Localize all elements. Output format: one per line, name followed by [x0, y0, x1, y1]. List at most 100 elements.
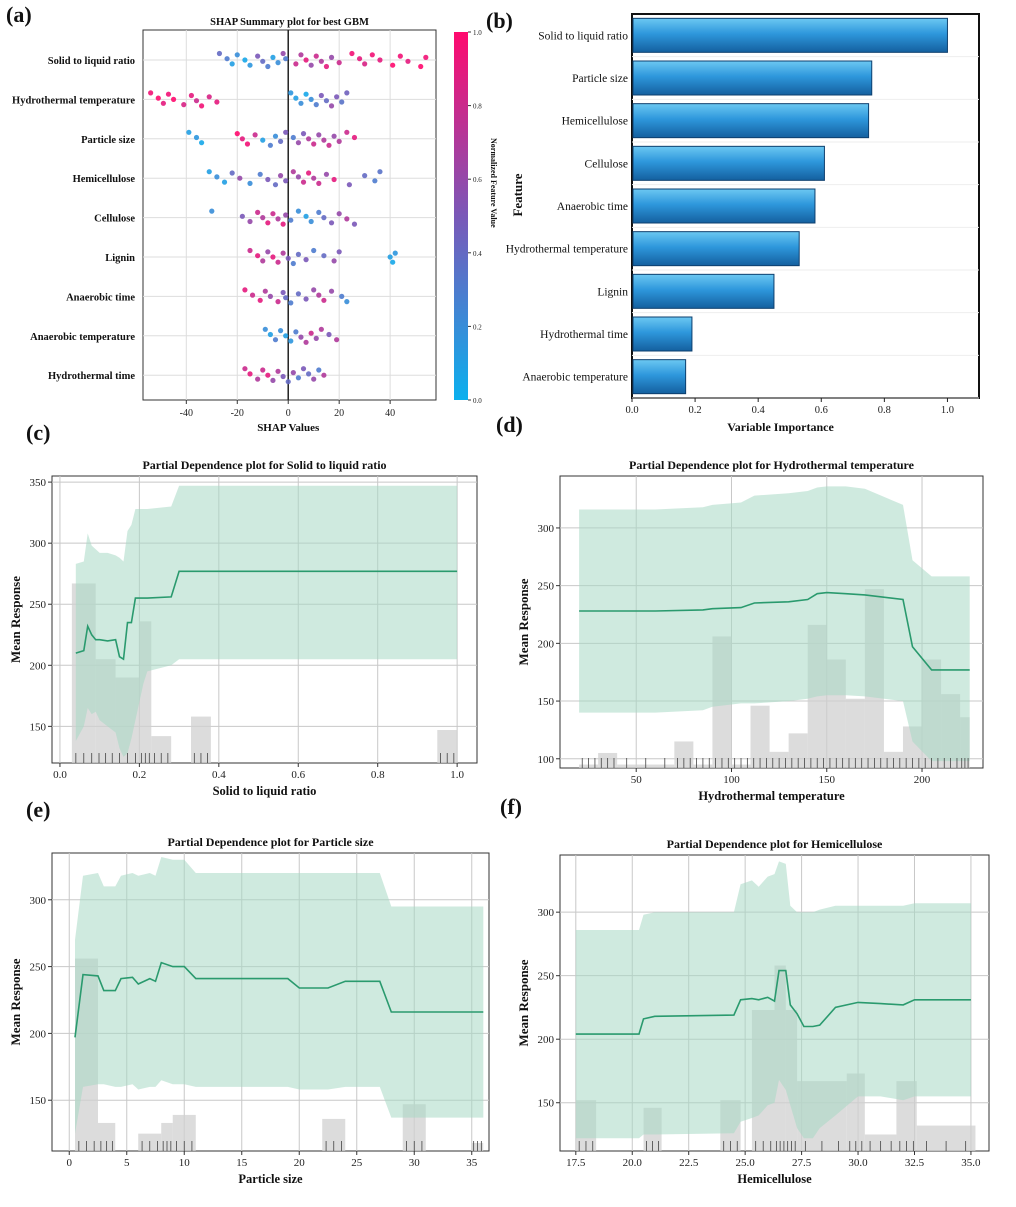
- feature-label: Lignin: [105, 253, 135, 264]
- category-label: Anaerobic temperature: [522, 372, 628, 384]
- shap-point: [242, 287, 248, 293]
- x-tick-label: 1.0: [941, 405, 954, 416]
- shap-point: [267, 293, 273, 299]
- shap-point: [331, 258, 337, 264]
- shap-point: [293, 329, 299, 335]
- x-tick-label: 35.0: [961, 1157, 981, 1169]
- shap-point: [262, 326, 268, 332]
- chart-title: Partial Dependence plot for Solid to liq…: [142, 458, 386, 472]
- shap-point: [303, 91, 309, 97]
- x-tick-label: 17.5: [566, 1157, 586, 1169]
- shap-point: [372, 178, 378, 184]
- x-tick-label: 0.0: [625, 405, 638, 416]
- shap-point: [188, 92, 195, 99]
- y-axis-label: Mean Response: [516, 959, 531, 1046]
- shap-point: [237, 175, 243, 181]
- panel-label-a: (a): [6, 2, 32, 27]
- shap-point: [275, 60, 281, 66]
- shap-point: [303, 296, 309, 302]
- shap-point: [300, 131, 307, 137]
- shap-point: [244, 141, 251, 147]
- shap-point: [334, 94, 340, 100]
- shap-point: [280, 373, 286, 380]
- shap-point: [270, 254, 276, 260]
- x-tick-label: 0.8: [371, 769, 385, 781]
- shap-point: [283, 129, 289, 135]
- shap-point: [247, 218, 253, 225]
- shap-point: [260, 258, 266, 264]
- shap-point: [303, 57, 309, 63]
- shap-point: [313, 102, 319, 108]
- shap-point: [242, 57, 248, 63]
- shap-point: [390, 259, 396, 265]
- chart-title: SHAP Summary plot for best GBM: [210, 17, 369, 28]
- histogram-bin: [139, 621, 152, 763]
- shap-point: [181, 102, 187, 108]
- shap-point: [280, 289, 286, 296]
- shap-point: [326, 142, 332, 148]
- colorbar: [454, 32, 468, 400]
- shap-point: [283, 178, 289, 184]
- shap-point: [316, 367, 322, 373]
- x-axis-label: Variable Importance: [727, 420, 834, 434]
- shap-point: [311, 175, 317, 181]
- shap-point: [288, 217, 294, 223]
- pdp-particle-size-panel: 0 5 10 15 20 25 30 35 150 200 250 300 Partial Depend…: [8, 835, 490, 1186]
- pdp-line: [579, 591, 970, 671]
- shap-point: [306, 170, 312, 176]
- feature-label: Particle size: [81, 135, 135, 146]
- histogram-bin: [191, 716, 211, 763]
- category-label: Lignin: [597, 286, 628, 298]
- shap-point: [272, 133, 279, 139]
- panel-label-b: (b): [486, 8, 513, 33]
- shap-point: [295, 208, 302, 214]
- x-tick-label: 100: [723, 774, 740, 786]
- shap-point: [321, 137, 327, 143]
- shap-point: [316, 292, 322, 298]
- category-label: Hemicellulose: [562, 116, 628, 128]
- shap-point: [311, 376, 317, 382]
- colorbar-tick-label: 0.4: [473, 250, 482, 258]
- shap-point: [265, 176, 271, 183]
- y-tick-label: 200: [538, 1034, 555, 1046]
- shap-point: [165, 91, 172, 97]
- y-axis-label: Mean Response: [8, 576, 23, 663]
- x-tick-label: 0: [67, 1157, 73, 1169]
- shap-point: [283, 295, 289, 301]
- shap-point: [262, 288, 268, 294]
- colorbar-tick-label: 0.6: [473, 176, 482, 184]
- x-tick-label: 0.4: [212, 769, 226, 781]
- shap-point: [298, 52, 304, 58]
- shap-point: [316, 209, 322, 215]
- feature-label: Solid to liquid ratio: [48, 56, 135, 67]
- shap-point: [193, 98, 200, 104]
- importance-bar: [632, 316, 693, 352]
- shap-point: [326, 331, 332, 338]
- category-label: Particle size: [572, 73, 628, 85]
- shap-point: [267, 331, 273, 338]
- shap-point: [290, 260, 296, 267]
- shap-point: [221, 179, 228, 185]
- shap-point: [331, 176, 337, 183]
- y-tick-label: 150: [30, 1095, 47, 1107]
- x-tick-label: 10: [179, 1157, 191, 1169]
- shap-point: [247, 247, 253, 254]
- category-label: Anaerobic time: [557, 201, 628, 213]
- y-tick-label: 150: [30, 721, 47, 733]
- shap-point: [295, 251, 302, 257]
- shap-point: [300, 179, 307, 185]
- histogram-bin: [151, 736, 172, 763]
- shap-point: [252, 132, 258, 138]
- histogram-bin: [674, 741, 694, 768]
- x-tick-label: 22.5: [679, 1157, 699, 1169]
- x-tick-label: 0: [286, 408, 291, 419]
- shap-point: [293, 61, 299, 67]
- shap-point: [313, 53, 319, 59]
- feature-label: Anaerobic time: [66, 292, 135, 303]
- chart-title: Partial Dependence plot for Hemicellulos…: [667, 837, 883, 851]
- shap-summary-panel: -40 -20 0 20 40 Solid to liquid ratio Hydrothe…: [12, 17, 498, 434]
- shap-point: [234, 52, 240, 58]
- confidence-band: [75, 857, 484, 1134]
- shap-point: [390, 62, 396, 68]
- shap-point: [387, 254, 393, 260]
